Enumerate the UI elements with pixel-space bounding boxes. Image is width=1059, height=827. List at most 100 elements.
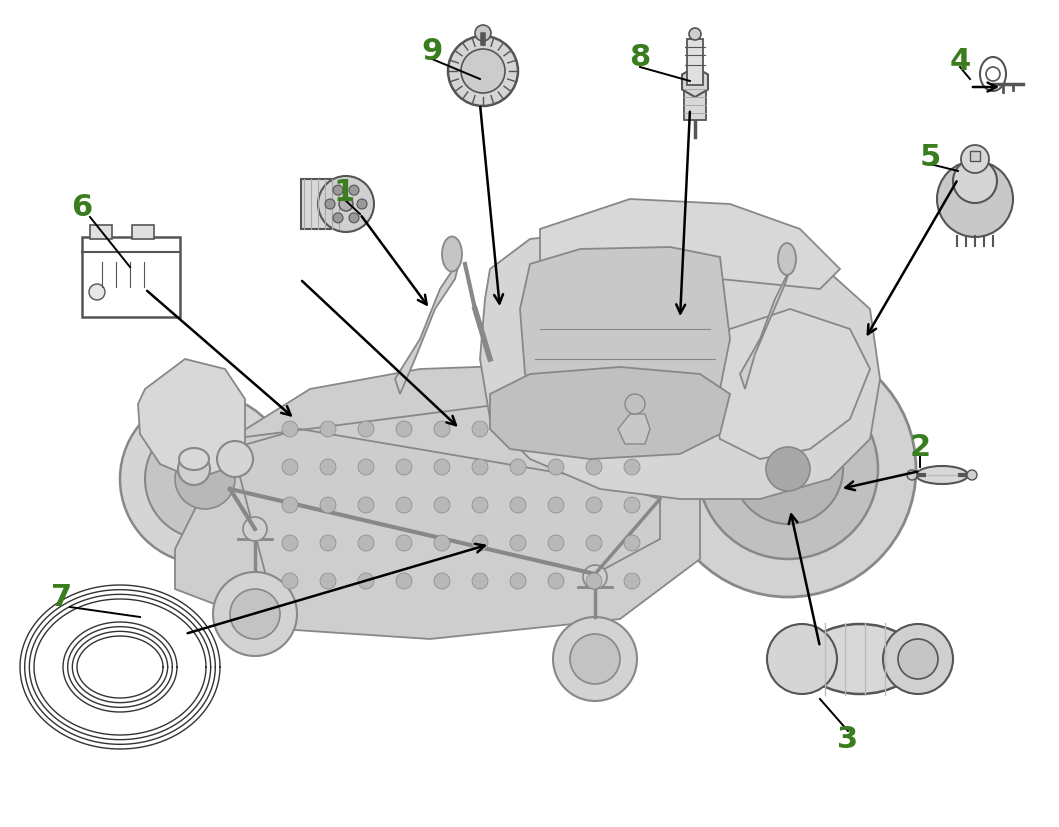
FancyBboxPatch shape [132, 226, 154, 240]
Polygon shape [230, 429, 660, 574]
Polygon shape [540, 200, 840, 289]
Circle shape [396, 573, 412, 590]
Circle shape [434, 573, 450, 590]
Circle shape [358, 460, 374, 476]
Circle shape [320, 497, 336, 514]
Circle shape [586, 573, 602, 590]
Circle shape [986, 68, 1000, 82]
Circle shape [434, 535, 450, 552]
FancyBboxPatch shape [90, 226, 112, 240]
Circle shape [475, 26, 491, 42]
Circle shape [282, 573, 298, 590]
Circle shape [217, 442, 253, 477]
Ellipse shape [442, 237, 462, 272]
Polygon shape [175, 365, 700, 639]
Circle shape [357, 200, 367, 210]
Circle shape [358, 422, 374, 437]
Circle shape [333, 213, 343, 223]
Polygon shape [490, 367, 730, 460]
Circle shape [145, 419, 265, 539]
Circle shape [733, 414, 843, 524]
FancyBboxPatch shape [970, 152, 980, 162]
Circle shape [548, 535, 564, 552]
Polygon shape [36, 601, 204, 733]
Circle shape [434, 460, 450, 476]
Circle shape [89, 284, 105, 301]
Circle shape [953, 160, 997, 203]
Circle shape [230, 590, 280, 639]
Circle shape [472, 497, 488, 514]
Ellipse shape [916, 466, 968, 485]
Polygon shape [79, 638, 161, 696]
Circle shape [586, 422, 602, 437]
Polygon shape [740, 270, 790, 390]
Circle shape [586, 535, 602, 552]
Circle shape [333, 186, 343, 196]
Text: 8: 8 [629, 44, 650, 73]
FancyBboxPatch shape [82, 237, 180, 318]
Circle shape [396, 535, 412, 552]
Text: 3: 3 [838, 724, 859, 753]
Circle shape [282, 422, 298, 437]
Circle shape [396, 497, 412, 514]
Circle shape [320, 535, 336, 552]
Ellipse shape [778, 244, 796, 275]
Circle shape [339, 198, 353, 212]
Polygon shape [710, 309, 870, 460]
Ellipse shape [803, 624, 917, 694]
Circle shape [358, 497, 374, 514]
Circle shape [510, 497, 526, 514]
Circle shape [472, 573, 488, 590]
Circle shape [510, 460, 526, 476]
Text: 6: 6 [71, 194, 92, 222]
Circle shape [358, 535, 374, 552]
Circle shape [472, 535, 488, 552]
Text: 5: 5 [919, 143, 940, 172]
Circle shape [320, 422, 336, 437]
Circle shape [396, 422, 412, 437]
Circle shape [660, 342, 916, 597]
Circle shape [178, 453, 210, 485]
Circle shape [698, 380, 878, 559]
Polygon shape [480, 230, 880, 500]
Circle shape [510, 535, 526, 552]
Circle shape [349, 186, 359, 196]
Circle shape [282, 460, 298, 476]
Text: 9: 9 [421, 37, 443, 66]
Circle shape [624, 460, 640, 476]
Circle shape [472, 422, 488, 437]
Circle shape [349, 213, 359, 223]
Circle shape [898, 639, 938, 679]
Text: 1: 1 [334, 179, 355, 208]
Circle shape [624, 497, 640, 514]
Circle shape [548, 573, 564, 590]
Circle shape [243, 518, 267, 542]
Circle shape [510, 573, 526, 590]
Polygon shape [395, 260, 460, 394]
Circle shape [325, 200, 335, 210]
Circle shape [213, 572, 297, 656]
Circle shape [907, 471, 917, 480]
Circle shape [624, 422, 640, 437]
Circle shape [570, 634, 620, 684]
Polygon shape [520, 248, 730, 414]
Circle shape [472, 460, 488, 476]
Circle shape [584, 566, 607, 590]
Circle shape [282, 535, 298, 552]
Circle shape [175, 449, 235, 509]
Polygon shape [138, 360, 245, 480]
Circle shape [434, 422, 450, 437]
Polygon shape [682, 68, 708, 98]
Polygon shape [618, 414, 650, 444]
Circle shape [461, 50, 505, 94]
Circle shape [624, 535, 640, 552]
Circle shape [967, 471, 977, 480]
Circle shape [548, 497, 564, 514]
Circle shape [282, 497, 298, 514]
Ellipse shape [980, 58, 1006, 92]
Circle shape [548, 460, 564, 476]
FancyBboxPatch shape [684, 86, 706, 121]
Text: 4: 4 [949, 47, 971, 76]
FancyBboxPatch shape [301, 179, 351, 230]
Text: 7: 7 [52, 583, 73, 612]
